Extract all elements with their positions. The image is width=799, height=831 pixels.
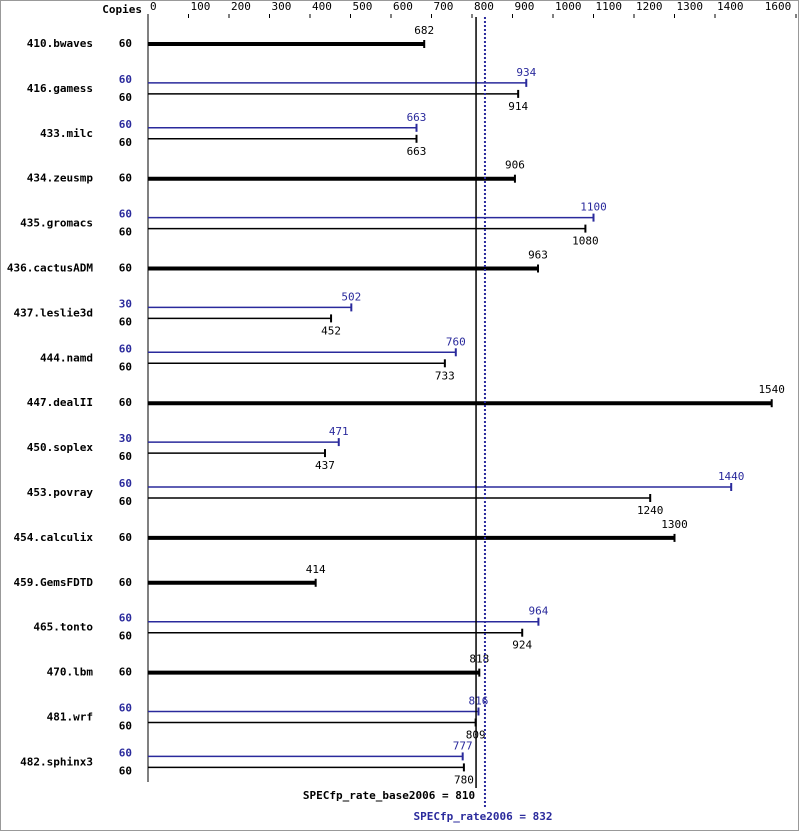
copies-label: 60 [119,702,132,715]
category-label: 433.milc [40,127,93,140]
value-label: 414 [306,563,326,576]
value-label: 818 [469,653,489,666]
value-label: 914 [508,100,528,113]
copies-label: 60 [119,666,132,679]
x-tick-label: 1300 [677,0,704,13]
copies-label: 60 [119,531,132,544]
copies-label: 60 [119,91,132,104]
copies-label: 60 [119,630,132,643]
x-tick-label: 200 [231,0,251,13]
category-label: 453.povray [27,486,94,499]
category-label: 447.dealII [27,396,93,409]
copies-label: 60 [119,136,132,149]
copies-label: 60 [119,315,132,328]
copies-label: 60 [119,262,132,275]
copies-label: 60 [119,746,132,759]
category-label: 459.GemsFDTD [14,576,94,589]
x-tick-label: 900 [515,0,535,13]
value-label: 682 [414,24,434,37]
copies-label: 60 [119,73,132,86]
copies-label: 60 [119,764,132,777]
copies-label: 60 [119,396,132,409]
copies-label: 60 [119,360,132,373]
copies-label: 60 [119,172,132,185]
category-label: 436.cactusADM [7,262,93,275]
category-label: 454.calculix [14,531,94,544]
category-label: 410.bwaves [27,37,93,50]
copies-label: 60 [119,118,132,131]
value-label: 1080 [572,235,599,248]
value-label: 924 [512,639,532,652]
x-tick-label: 500 [353,0,373,13]
value-label: 471 [329,425,349,438]
value-label: 1240 [637,504,664,517]
category-label: 482.sphinx3 [20,755,93,768]
category-label: 465.tonto [33,621,93,634]
x-tick-label: 1400 [717,0,744,13]
copies-header: Copies [102,3,142,16]
copies-label: 60 [119,208,132,221]
copies-label: 60 [119,477,132,490]
x-tick-label: 0 [150,0,157,13]
copies-label: 60 [119,495,132,508]
value-label: 934 [516,66,536,79]
value-label: 733 [435,369,455,382]
value-label: 777 [453,739,473,752]
category-label: 444.namd [40,351,93,364]
value-label: 1540 [758,383,785,396]
x-tick-label: 600 [393,0,413,13]
category-label: 435.gromacs [20,217,93,230]
value-label: 780 [454,773,474,786]
x-tick-label: 400 [312,0,332,13]
x-tick-label: 100 [191,0,211,13]
x-tick-label: 800 [474,0,494,13]
x-tick-label: 1100 [596,0,623,13]
value-label: 964 [528,605,548,618]
value-label: 502 [341,290,361,303]
reference-label: SPECfp_rate_base2006 = 810 [303,789,475,802]
copies-label: 60 [119,450,132,463]
category-label: 450.soplex [27,441,94,454]
copies-label: 60 [119,612,132,625]
x-tick-label: 1200 [636,0,663,13]
value-label: 663 [407,145,427,158]
reference-label: SPECfp_rate2006 = 832 [413,810,552,823]
value-label: 1100 [580,201,607,214]
value-label: 663 [407,111,427,124]
x-tick-label: 300 [272,0,292,13]
value-label: 760 [446,335,466,348]
copies-label: 60 [119,576,132,589]
copies-label: 60 [119,37,132,50]
x-tick-label: 1600 [765,0,792,13]
value-label: 1440 [718,470,745,483]
value-label: 437 [315,459,335,472]
copies-label: 30 [119,297,132,310]
value-label: 816 [469,695,489,708]
copies-label: 60 [119,720,132,733]
copies-label: 60 [119,342,132,355]
copies-label: 60 [119,226,132,239]
category-label: 416.gamess [27,82,93,95]
x-tick-label: 700 [434,0,454,13]
value-label: 452 [321,324,341,337]
category-label: 434.zeusmp [27,172,94,185]
value-label: 1300 [661,518,688,531]
x-tick-label: 1000 [555,0,582,13]
value-label: 963 [528,249,548,262]
category-label: 470.lbm [47,666,94,679]
value-label: 906 [505,159,525,172]
category-label: 437.leslie3d [14,306,93,319]
copies-label: 30 [119,432,132,445]
category-label: 481.wrf [47,711,93,724]
